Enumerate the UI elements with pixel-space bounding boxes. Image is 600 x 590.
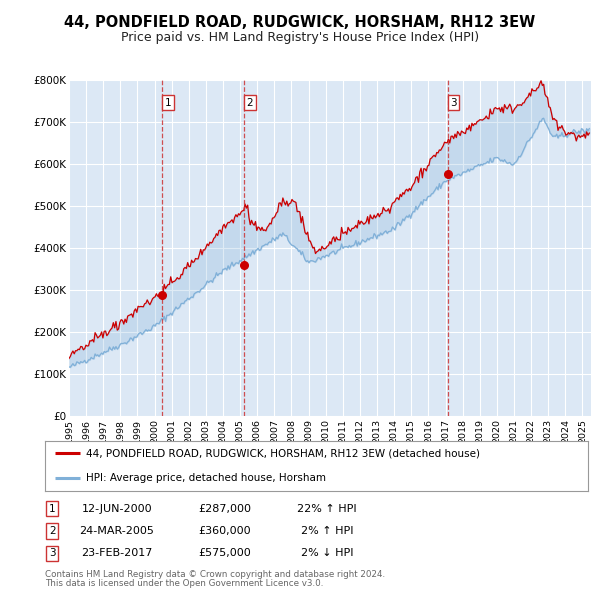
Text: £287,000: £287,000 (199, 504, 251, 513)
Text: £575,000: £575,000 (199, 549, 251, 558)
Text: 2% ↑ HPI: 2% ↑ HPI (301, 526, 353, 536)
Text: £360,000: £360,000 (199, 526, 251, 536)
Text: 1: 1 (164, 98, 171, 108)
Text: Price paid vs. HM Land Registry's House Price Index (HPI): Price paid vs. HM Land Registry's House … (121, 31, 479, 44)
Text: 2: 2 (49, 526, 56, 536)
Text: HPI: Average price, detached house, Horsham: HPI: Average price, detached house, Hors… (86, 473, 326, 483)
Text: 22% ↑ HPI: 22% ↑ HPI (297, 504, 357, 513)
Text: 2: 2 (247, 98, 253, 108)
Text: 23-FEB-2017: 23-FEB-2017 (82, 549, 152, 558)
Text: Contains HM Land Registry data © Crown copyright and database right 2024.: Contains HM Land Registry data © Crown c… (45, 570, 385, 579)
Text: 44, PONDFIELD ROAD, RUDGWICK, HORSHAM, RH12 3EW (detached house): 44, PONDFIELD ROAD, RUDGWICK, HORSHAM, R… (86, 448, 480, 458)
Text: This data is licensed under the Open Government Licence v3.0.: This data is licensed under the Open Gov… (45, 579, 323, 588)
Text: 1: 1 (49, 504, 56, 513)
Text: 3: 3 (450, 98, 457, 108)
Text: 24-MAR-2005: 24-MAR-2005 (80, 526, 154, 536)
Text: 2% ↓ HPI: 2% ↓ HPI (301, 549, 353, 558)
Text: 3: 3 (49, 549, 56, 558)
Text: 44, PONDFIELD ROAD, RUDGWICK, HORSHAM, RH12 3EW: 44, PONDFIELD ROAD, RUDGWICK, HORSHAM, R… (64, 15, 536, 30)
Text: 12-JUN-2000: 12-JUN-2000 (82, 504, 152, 513)
